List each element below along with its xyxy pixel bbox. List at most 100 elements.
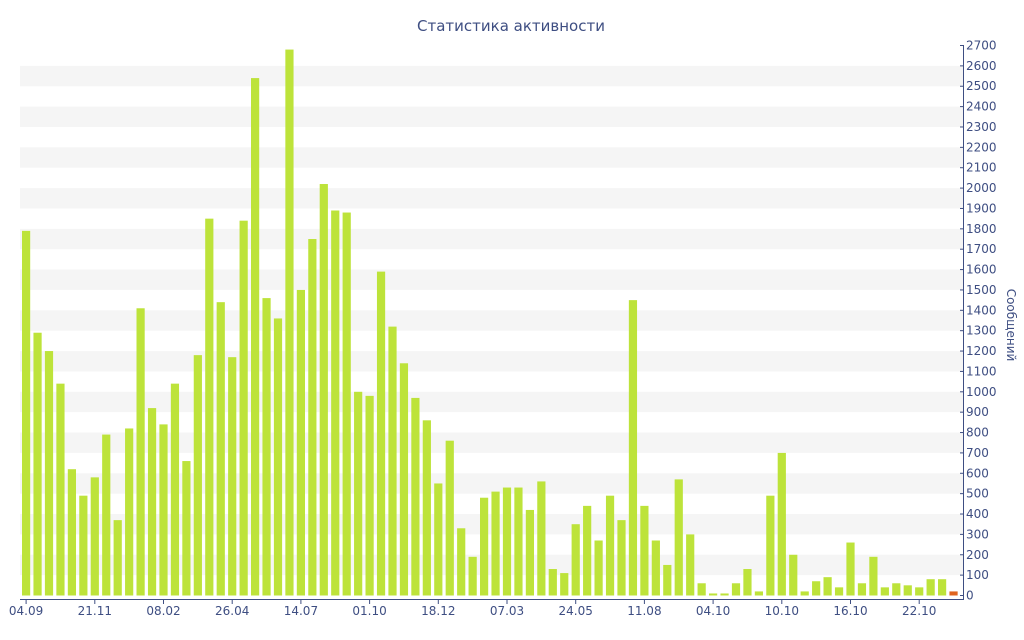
y-tick-label: 2400 — [966, 100, 997, 114]
y-tick-label: 200 — [966, 548, 989, 562]
y-tick-label: 2600 — [966, 59, 997, 73]
bar — [422, 420, 431, 596]
y-tick-label: 1100 — [966, 364, 997, 378]
y-tick-label: 0 — [966, 589, 974, 603]
bar — [193, 355, 202, 596]
bar — [182, 461, 191, 596]
bar — [617, 520, 626, 596]
bar — [560, 573, 569, 596]
bar — [262, 298, 271, 596]
bar — [754, 591, 763, 596]
y-tick-labels: 0 100 200 300 400 500 600 700 800 900 1000 1100 1200… — [960, 39, 997, 603]
bar — [548, 569, 557, 596]
y-tick-label: 2500 — [966, 79, 997, 93]
x-tick-label: 04.09 — [9, 604, 43, 618]
bar — [777, 452, 786, 596]
bar — [594, 540, 603, 596]
bar — [697, 583, 706, 596]
bar — [686, 534, 695, 596]
bar — [731, 583, 741, 596]
bar — [56, 383, 65, 596]
bar — [342, 212, 351, 596]
bar — [812, 581, 821, 596]
bar — [33, 332, 42, 596]
bar — [766, 495, 775, 596]
y-tick-label: 600 — [966, 466, 989, 480]
bar — [834, 587, 844, 596]
bar — [800, 591, 809, 596]
bar — [22, 230, 31, 596]
chart-title: Статистика активности — [417, 17, 605, 35]
grid-band — [20, 147, 964, 168]
x-tick-label: 10.10 — [765, 604, 799, 618]
bar — [628, 300, 638, 596]
y-tick-label: 1600 — [966, 263, 997, 277]
y-tick-label: 1000 — [966, 385, 997, 399]
bar — [640, 505, 649, 596]
bar — [308, 239, 317, 596]
bar — [170, 383, 180, 596]
bar — [674, 479, 683, 596]
bar — [938, 579, 947, 596]
bar — [44, 351, 54, 596]
y-tick-label: 900 — [966, 405, 989, 419]
bar — [376, 271, 386, 596]
bar — [445, 440, 454, 596]
bar — [296, 289, 305, 596]
bar — [926, 579, 935, 596]
y-tick-label: 400 — [966, 507, 989, 521]
bar — [720, 593, 729, 596]
x-tick-label: 14.07 — [284, 604, 318, 618]
grid-band — [20, 106, 964, 127]
y-tick-label: 2300 — [966, 120, 997, 134]
bar — [743, 569, 752, 596]
y-tick-label: 300 — [966, 527, 989, 541]
bar — [79, 495, 88, 596]
bar — [537, 481, 546, 596]
x-tick-label: 16.10 — [833, 604, 867, 618]
bar — [251, 78, 260, 596]
grid-band — [20, 310, 964, 331]
y-tick-label: 1200 — [966, 344, 997, 358]
x-tick-label: 01.10 — [352, 604, 386, 618]
x-tick-label: 22.10 — [902, 604, 936, 618]
bar — [651, 540, 660, 596]
bar — [102, 434, 111, 596]
y-tick-label: 800 — [966, 426, 989, 440]
bar — [605, 495, 615, 596]
bar — [136, 308, 145, 596]
y-tick-label: 500 — [966, 487, 989, 501]
x-tick-label: 21.11 — [78, 604, 112, 618]
grid-band — [20, 351, 964, 372]
bar — [125, 428, 134, 596]
bar — [228, 357, 237, 596]
x-tick-label: 07.03 — [490, 604, 524, 618]
bar — [491, 491, 500, 596]
y-tick-label: 100 — [966, 568, 989, 582]
y-tick-label: 1400 — [966, 303, 997, 317]
bar — [915, 587, 924, 596]
bar — [514, 487, 523, 596]
x-tick-label: 04.10 — [696, 604, 730, 618]
axes — [20, 46, 964, 600]
bar — [903, 585, 912, 596]
x-tick-labels: 04.09 21.11 08.02 26.04 14.07 01.10 18.12 07.03… — [9, 600, 936, 618]
bar — [205, 218, 214, 596]
bar — [319, 184, 328, 596]
y-tick-label: 1900 — [966, 201, 997, 215]
y-tick-label: 2000 — [966, 181, 997, 195]
bar — [949, 591, 958, 596]
bar — [434, 483, 443, 596]
bar — [480, 497, 489, 596]
y-tick-label: 1800 — [966, 222, 997, 236]
y-tick-label: 1300 — [966, 324, 997, 338]
bar — [331, 210, 340, 596]
x-tick-label: 26.04 — [215, 604, 249, 618]
bar — [457, 528, 466, 596]
bar — [216, 302, 225, 596]
bar — [857, 583, 867, 596]
y-tick-label: 1700 — [966, 242, 997, 256]
bar — [354, 391, 363, 596]
